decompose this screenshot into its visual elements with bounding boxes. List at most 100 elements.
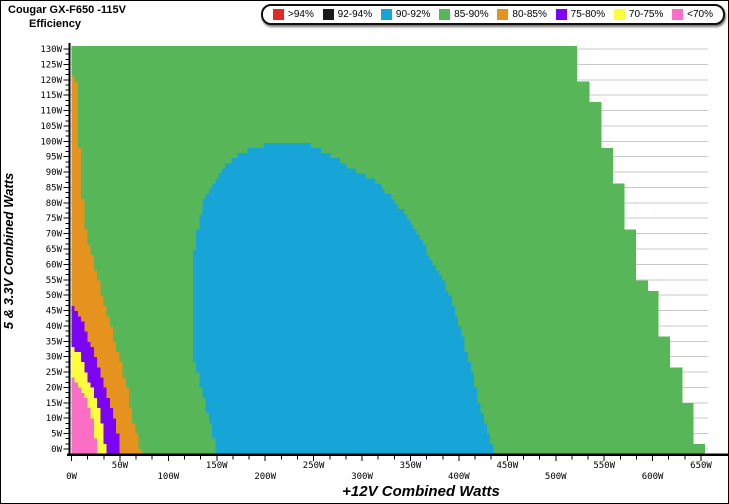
band-orange <box>71 127 78 133</box>
legend-swatch-7 <box>672 9 684 20</box>
band-green <box>71 51 578 57</box>
band-orange <box>71 148 82 154</box>
band-blue <box>192 280 446 286</box>
band-orange <box>109 403 130 409</box>
band-yellow <box>71 346 75 353</box>
x-axis-line <box>67 453 728 456</box>
band-purple <box>74 346 94 353</box>
band-yellow <box>74 377 88 383</box>
x-tick-label: 50W <box>112 461 129 471</box>
band-blue <box>199 214 408 220</box>
legend-label: 75-80% <box>570 9 606 20</box>
band-blue <box>212 423 487 429</box>
band-green <box>81 153 613 159</box>
x-tick-label: 600W <box>642 472 664 482</box>
band-green <box>77 117 602 123</box>
band-orange <box>71 255 94 261</box>
band-green <box>77 107 602 113</box>
x-tick-label: 300W <box>351 472 373 482</box>
legend-swatch-0 <box>273 9 284 20</box>
band-orange <box>71 91 78 98</box>
x-tick-label: 450W <box>496 461 518 471</box>
y-tick-label: 0W <box>51 445 62 455</box>
band-orange <box>71 209 85 215</box>
band-yellow <box>97 438 104 444</box>
band-green <box>77 142 602 149</box>
band-purple <box>71 321 85 327</box>
band-blue <box>192 352 468 358</box>
band-orange <box>119 443 139 449</box>
x-tick-label: 650W <box>690 461 712 471</box>
band-green <box>77 122 602 128</box>
band-orange <box>71 76 75 82</box>
band-orange <box>90 341 117 347</box>
legend-item: <70% <box>672 9 713 20</box>
band-pink <box>71 408 91 414</box>
band-purple <box>100 418 117 424</box>
legend-label: 90-92% <box>395 9 431 20</box>
band-orange <box>119 448 142 455</box>
band-blue <box>196 362 472 368</box>
band-purple <box>100 408 114 414</box>
band-orange <box>71 214 85 220</box>
band-pink <box>71 413 91 419</box>
band-yellow <box>84 392 94 398</box>
band-blue <box>192 250 427 256</box>
band-blue <box>196 244 427 251</box>
band-blue <box>192 321 459 327</box>
band-blue <box>208 413 484 419</box>
band-blue <box>192 290 449 296</box>
band-orange <box>119 438 139 444</box>
band-orange <box>71 260 94 266</box>
y-tick-label: 60W <box>46 260 63 270</box>
band-pink <box>71 387 82 393</box>
x-axis-title: +12V Combined Watts <box>342 483 500 500</box>
band-purple <box>71 326 85 332</box>
band-green <box>81 163 613 169</box>
band-blue <box>192 285 446 291</box>
band-pink <box>71 438 98 444</box>
band-yellow <box>71 352 82 358</box>
band-pink <box>71 423 94 429</box>
band-orange <box>84 321 110 327</box>
y-tick-label: 55W <box>46 276 63 286</box>
band-blue <box>237 153 331 159</box>
band-purple <box>97 403 110 409</box>
band-blue <box>196 229 417 235</box>
legend-swatch-5 <box>555 9 567 20</box>
band-blue <box>192 326 462 332</box>
band-blue <box>221 168 356 174</box>
legend-swatch-2 <box>380 9 392 20</box>
band-blue <box>215 178 376 184</box>
y-tick-label: 65W <box>46 245 63 255</box>
band-blue <box>215 443 494 449</box>
band-purple <box>87 377 104 383</box>
band-orange <box>71 193 82 200</box>
band-orange <box>71 107 78 113</box>
band-blue <box>196 234 420 240</box>
band-orange <box>71 295 104 302</box>
band-orange <box>71 173 82 179</box>
x-tick-label: 200W <box>254 472 276 482</box>
band-green <box>77 137 602 143</box>
band-yellow <box>87 397 98 404</box>
band-blue <box>212 183 382 189</box>
band-orange <box>71 265 94 271</box>
band-orange <box>116 418 133 424</box>
y-tick-label: 75W <box>46 214 63 224</box>
band-orange <box>71 137 78 143</box>
legend-item: 90-92% <box>380 9 431 20</box>
y-tick-label: 110W <box>40 107 62 117</box>
band-yellow <box>71 357 82 363</box>
band-blue <box>202 209 404 215</box>
band-blue <box>199 224 414 230</box>
band-orange <box>71 244 91 251</box>
band-orange <box>71 290 101 296</box>
band-pink <box>71 403 88 409</box>
y-tick-label: 120W <box>40 76 62 86</box>
y-tick-label: 35W <box>46 337 63 347</box>
y-tick-label: 5W <box>51 430 62 440</box>
band-blue <box>199 372 475 378</box>
band-pink <box>71 377 75 383</box>
